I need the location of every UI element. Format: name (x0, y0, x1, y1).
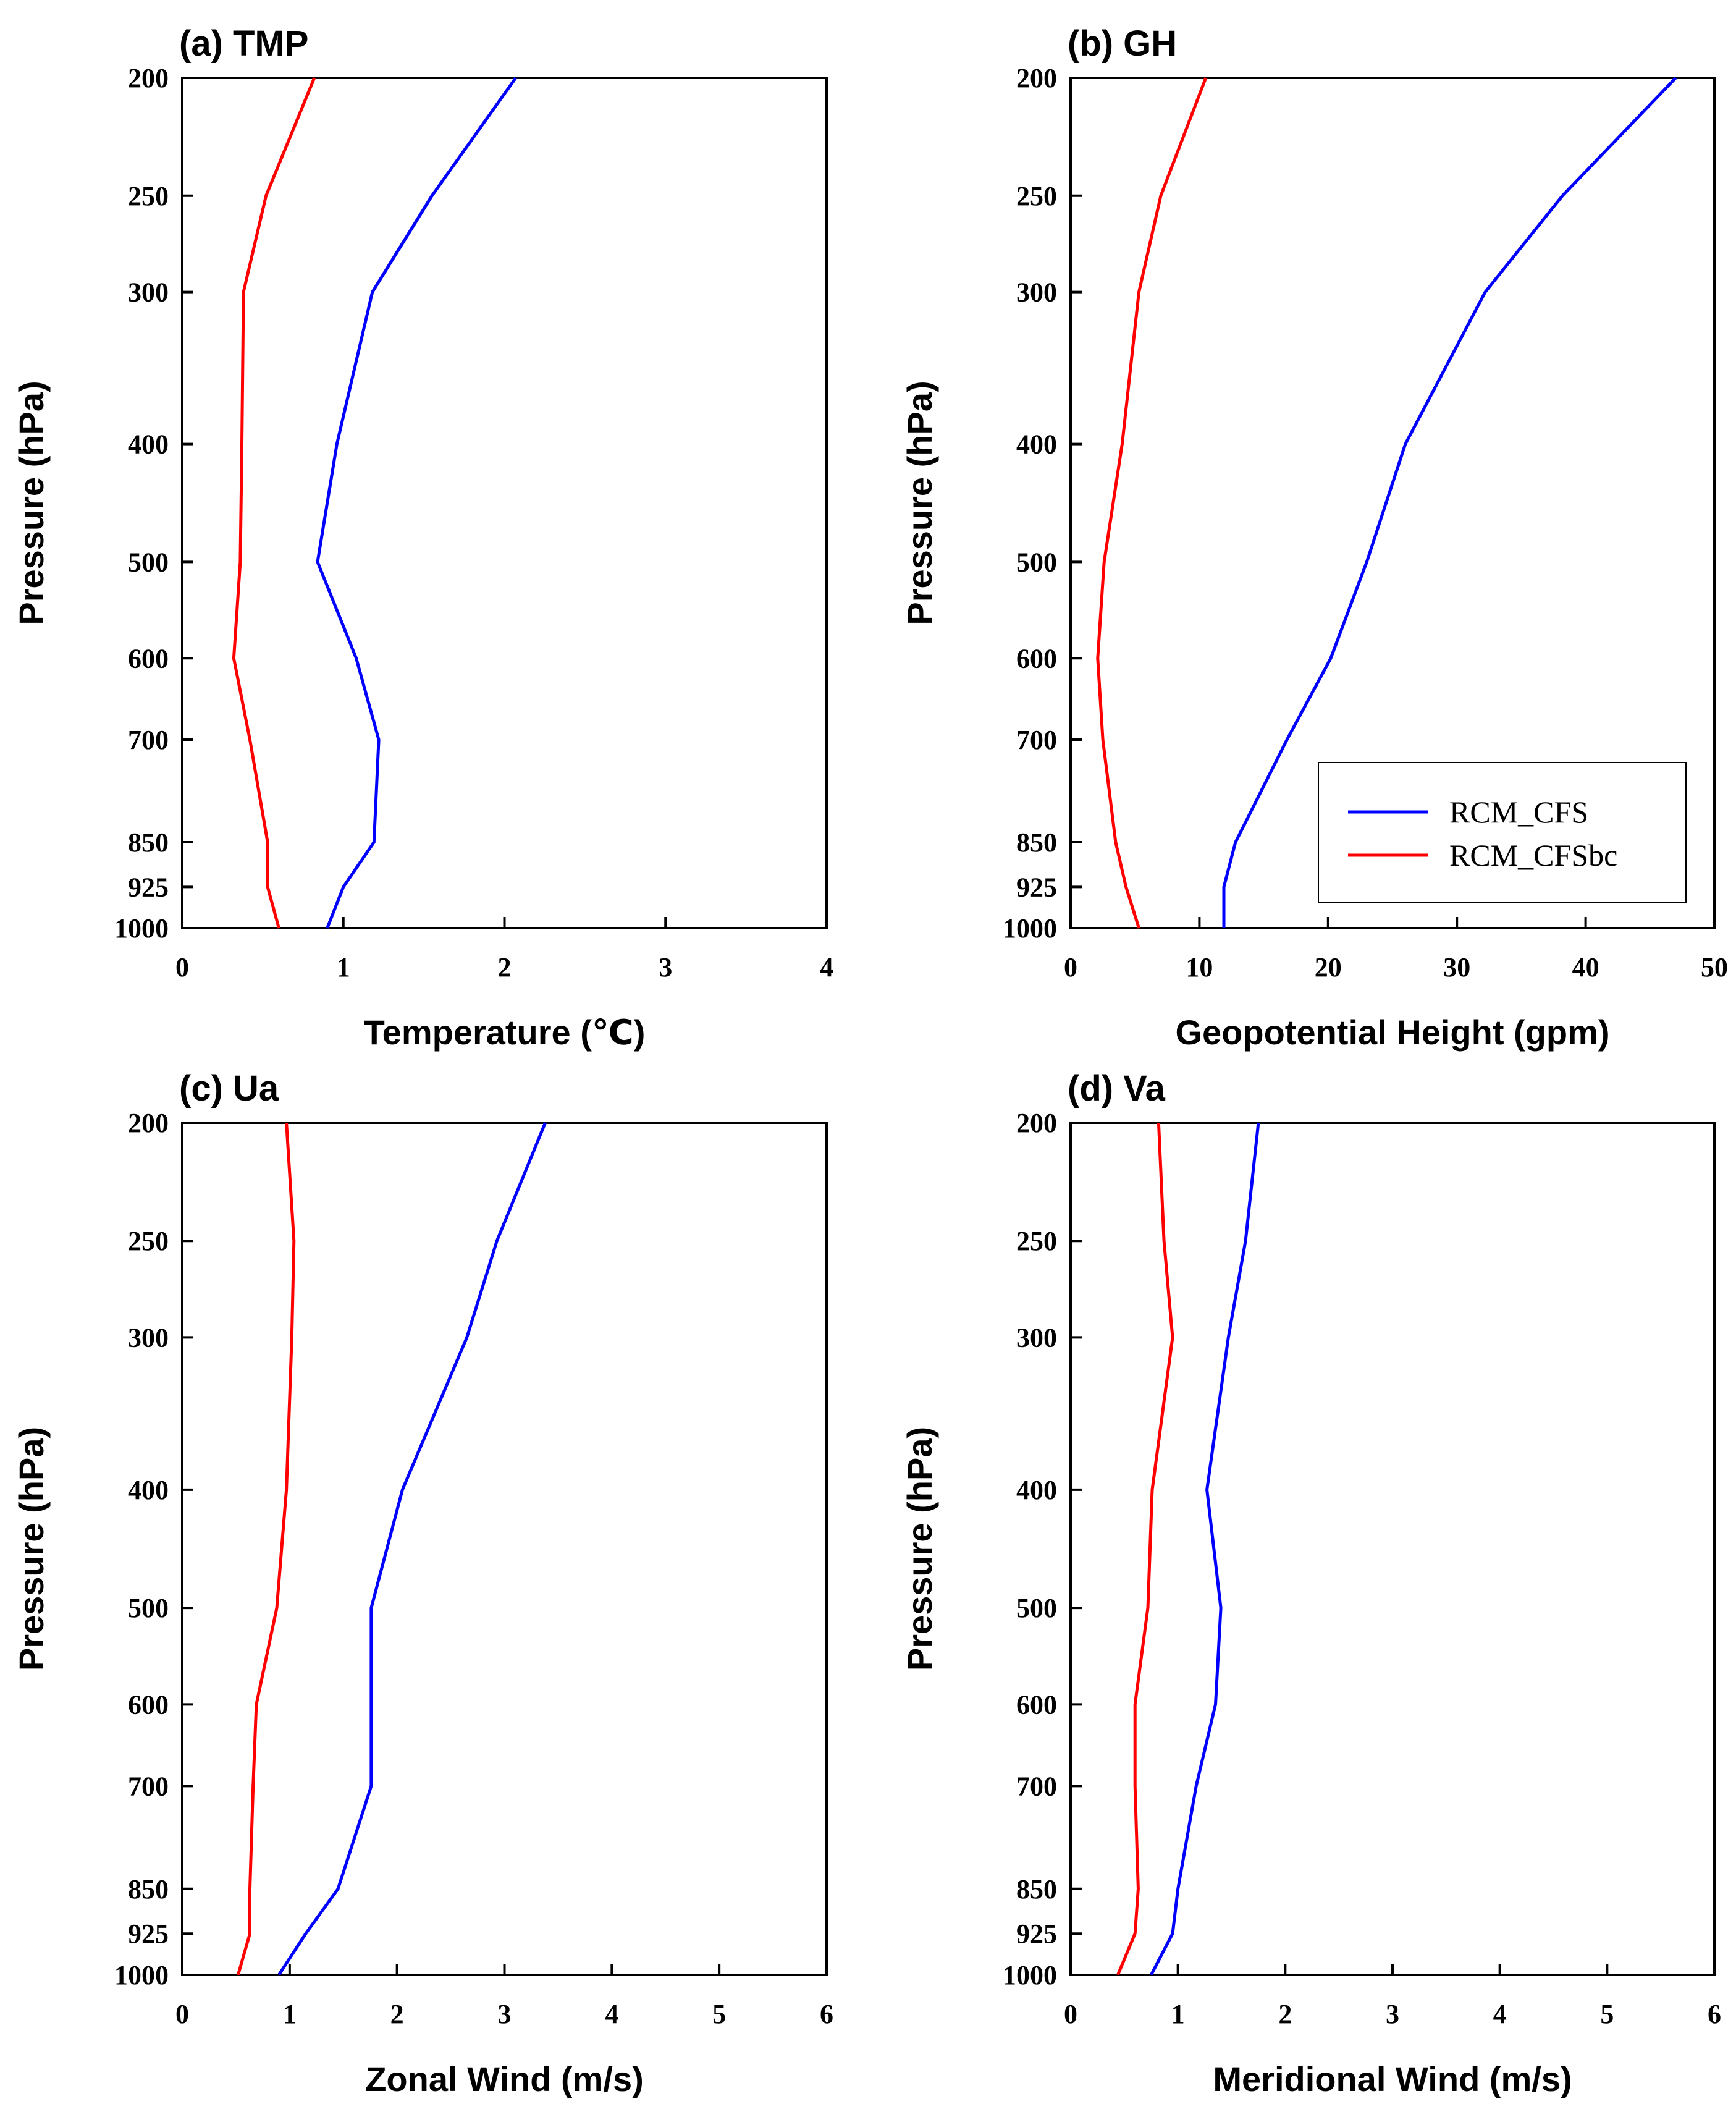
panel-a-ytick-label: 300 (128, 277, 169, 308)
panel-a-title: (a) TMP (179, 23, 308, 64)
panel-d-xtick-label: 1 (1171, 1999, 1185, 2029)
panel-d-ytick-label: 925 (1016, 1919, 1057, 1949)
panel-a-ytick-label: 250 (128, 181, 169, 211)
panel-a-ytick-label: 925 (128, 872, 169, 902)
panel-a-xtick-label: 0 (175, 952, 189, 982)
panel-b-series-rcm-cfsbc (1096, 77, 1208, 929)
panel-c-ytick-label: 600 (128, 1689, 169, 1720)
panel-a-ytick-label: 200 (128, 63, 169, 93)
panel-c-xtick-label: 1 (283, 1999, 297, 2029)
panel-b-xtick-label: 20 (1315, 952, 1342, 982)
panel-a-ytick-label: 850 (128, 827, 169, 858)
panel-b-ytick-label: 925 (1016, 872, 1057, 902)
panel-a-xtick-label: 1 (337, 952, 350, 982)
panel-d-xtick-label: 6 (1708, 1999, 1721, 2029)
panel-a-ytick-label: 400 (128, 429, 169, 460)
panel-b-ytick-label: 600 (1016, 643, 1057, 674)
panel-b-xtick-label: 40 (1572, 952, 1599, 982)
panel-a-y-axis-label: Pressure (hPa) (12, 381, 51, 625)
panel-b-ytick-label: 500 (1016, 547, 1057, 577)
panel-d-ytick-label: 300 (1016, 1322, 1057, 1353)
panel-c-xtick-label: 5 (712, 1999, 726, 2029)
panel-d-xtick-label: 5 (1600, 1999, 1614, 2029)
panel-b-ytick-label: 850 (1016, 827, 1057, 858)
panel-c-ytick-label: 925 (128, 1919, 169, 1949)
panel-c-ytick-label: 500 (128, 1593, 169, 1623)
panel-d-y-axis-label: Pressure (hPa) (900, 1427, 939, 1671)
panel-b-legend-label-rcm-cfsbc: RCM_CFSbc (1449, 838, 1617, 873)
panel-d-title: (d) Va (1068, 1068, 1166, 1109)
panel-d-x-axis-label: Meridional Wind (m/s) (1213, 2060, 1572, 2098)
panel-b-ytick-label: 200 (1016, 63, 1057, 93)
panel-b-legend-box (1318, 762, 1687, 903)
panel-b-ytick-label: 300 (1016, 277, 1057, 308)
panel-d-ytick-label: 600 (1016, 1689, 1057, 1720)
panel-c-ytick-label: 1000 (114, 1960, 169, 1990)
panel-c-ytick-label: 700 (128, 1771, 169, 1801)
panel-b-ytick-label: 250 (1016, 181, 1057, 211)
panel-d-ytick-label: 850 (1016, 1874, 1057, 1904)
panel-b-series-rcm-cfs (1222, 77, 1677, 928)
panel-c-series-rcm-cfs (277, 1122, 547, 1976)
panel-d-ytick-label: 400 (1016, 1475, 1057, 1505)
panel-b-xtick-label: 0 (1064, 952, 1077, 982)
panel-a-ytick-label: 600 (128, 643, 169, 674)
panel-a-ytick-label: 500 (128, 547, 169, 577)
panel-d-ytick-label: 500 (1016, 1593, 1057, 1623)
panel-c-xtick-label: 3 (498, 1999, 512, 2029)
panel-c-ytick-label: 400 (128, 1475, 169, 1505)
panel-c-series-rcm-cfsbc (236, 1122, 296, 1975)
panel-d-xtick-label: 4 (1493, 1999, 1507, 2029)
panel-b-ytick-label: 700 (1016, 725, 1057, 755)
panel-b-xtick-label: 50 (1701, 952, 1728, 982)
panel-d-series-rcm-cfs (1150, 1122, 1260, 1976)
panel-c-title: (c) Ua (179, 1068, 279, 1109)
panel-b-x-axis-label: Geopotential Height (gpm) (1175, 1013, 1609, 1052)
panel-d-ytick-label: 700 (1016, 1771, 1057, 1801)
panel-a-xtick-label: 3 (659, 952, 672, 982)
panel-c-xtick-label: 6 (820, 1999, 833, 2029)
panel-b-title: (b) GH (1068, 23, 1177, 64)
panel-c-xtick-label: 0 (175, 1999, 189, 2029)
panel-a-xtick-label: 4 (820, 952, 833, 982)
panel-d-ytick-label: 200 (1016, 1108, 1057, 1138)
panel-d-ytick-label: 250 (1016, 1226, 1057, 1256)
panel-a-ytick-label: 700 (128, 725, 169, 755)
panel-d-series-rcm-cfsbc (1116, 1122, 1174, 1975)
panel-d-xtick-label: 0 (1064, 1999, 1077, 2029)
panel-b-xtick-label: 10 (1186, 952, 1213, 982)
panel-c-xtick-label: 4 (605, 1999, 618, 2029)
panel-a-series-rcm-cfsbc (232, 77, 316, 929)
panel-b-y-axis-label: Pressure (hPa) (900, 381, 939, 625)
panel-b-xtick-label: 30 (1443, 952, 1470, 982)
panel-c-xtick-label: 2 (390, 1999, 404, 2029)
panel-a-x-axis-label: Temperature (℃) (364, 1013, 646, 1052)
panel-c-y-axis-label: Pressure (hPa) (12, 1427, 51, 1671)
panel-a-series-rcm-cfs (316, 77, 517, 929)
panel-d-xtick-label: 2 (1278, 1999, 1292, 2029)
panel-c-ytick-label: 300 (128, 1322, 169, 1353)
panel-c-ytick-label: 850 (128, 1874, 169, 1904)
panel-b-ytick-label: 1000 (1003, 913, 1057, 944)
panel-c-ytick-label: 200 (128, 1108, 169, 1138)
panel-b-legend: RCM_CFS RCM_CFSbc (1318, 762, 1687, 903)
panel-d-ytick-label: 1000 (1003, 1960, 1057, 1990)
panel-d-xtick-label: 3 (1386, 1999, 1399, 2029)
panel-c-x-axis-label: Zonal Wind (m/s) (365, 2060, 644, 2098)
panel-c-ytick-label: 250 (128, 1226, 169, 1256)
panel-b-legend-label-rcm-cfs: RCM_CFS (1449, 795, 1588, 829)
panel-a-xtick-label: 2 (498, 952, 512, 982)
panel-b-plot-frame (1069, 77, 1716, 929)
panel-a-ytick-label: 1000 (114, 913, 169, 944)
panel-b-ytick-label: 400 (1016, 429, 1057, 460)
